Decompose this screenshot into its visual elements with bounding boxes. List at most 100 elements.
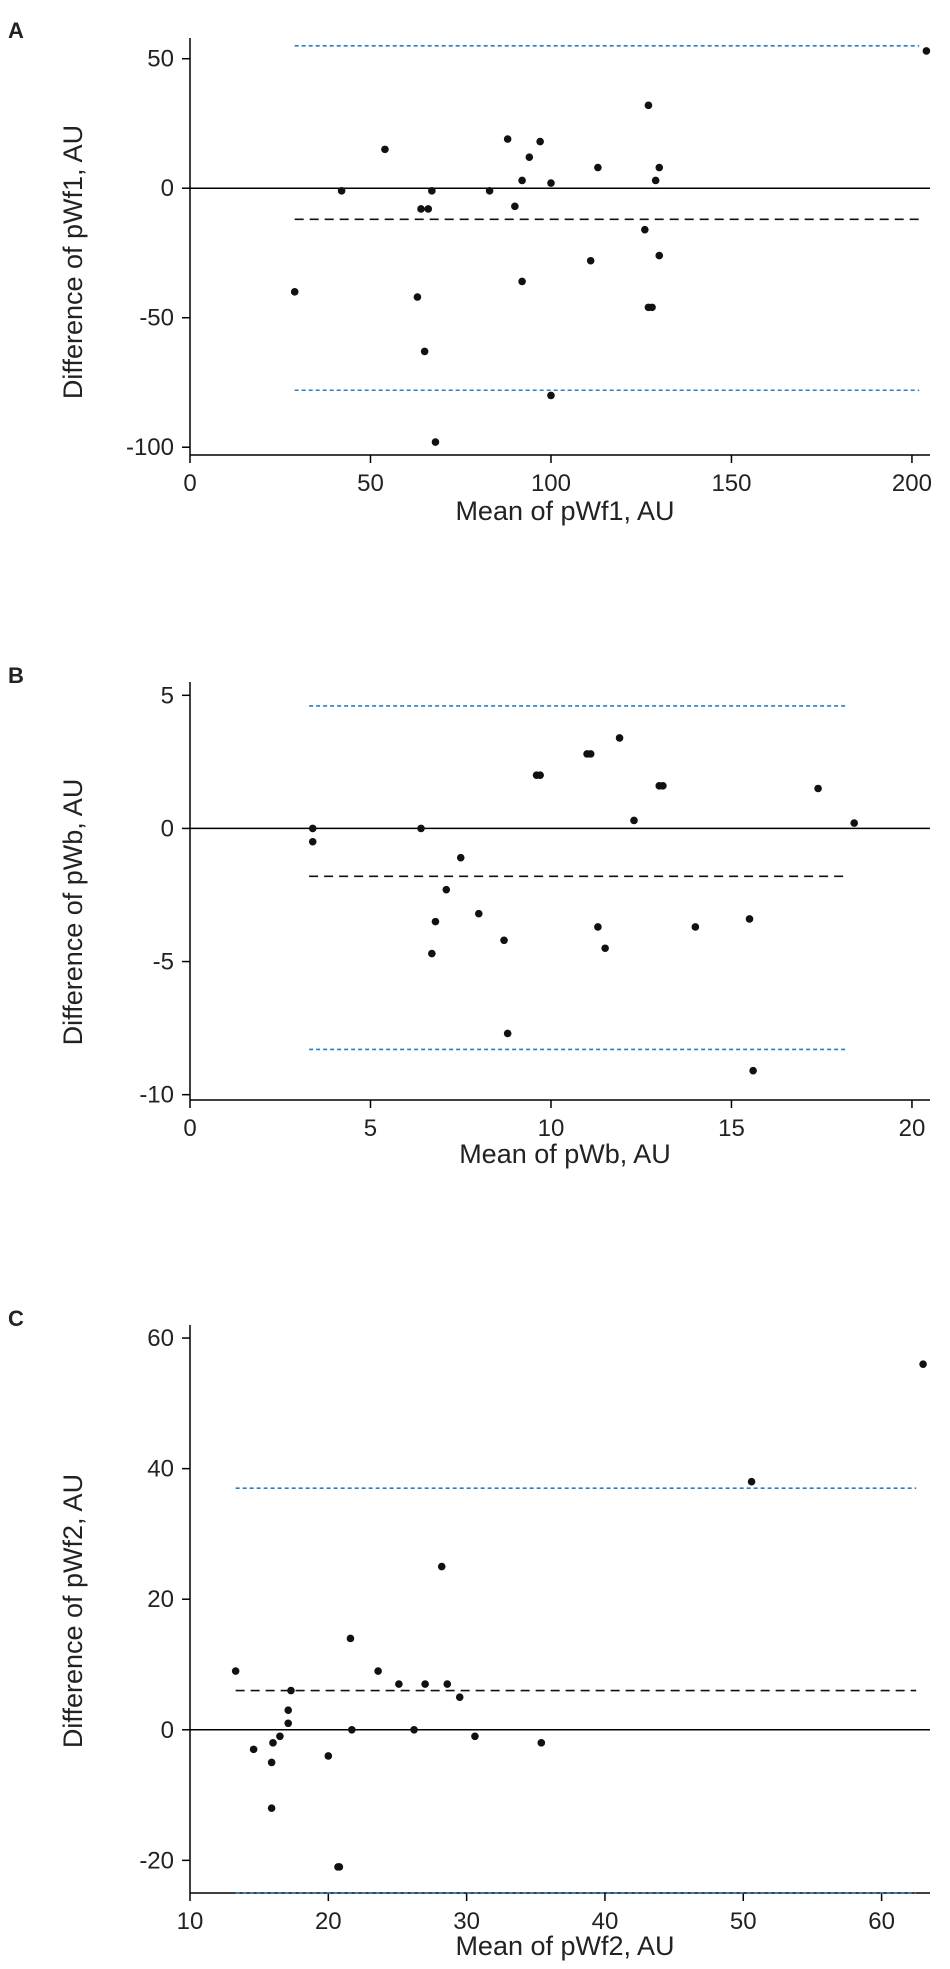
x-tick-label-b: 20	[899, 1115, 926, 1142]
y-tick-label-b: 5	[161, 682, 174, 709]
data-point-a	[381, 145, 389, 154]
data-point-c	[269, 1739, 277, 1747]
x-axis-label-b: Mean of pWb, AU	[459, 1139, 671, 1169]
x-tick-label-c: 40	[592, 1908, 619, 1935]
data-point-a	[641, 225, 649, 234]
panel-letter-c: C	[8, 1306, 24, 1331]
y-tick-label-b: -5	[153, 949, 174, 976]
data-point-a	[655, 251, 664, 260]
data-point-b	[850, 819, 858, 827]
data-point-a	[525, 153, 534, 161]
x-tick-label-b: 15	[718, 1115, 745, 1142]
data-point-c	[410, 1725, 418, 1734]
x-tick-label-b: 10	[538, 1115, 565, 1142]
x-axis-label-c: Mean of pWf2, AU	[455, 1931, 674, 1961]
data-point-a	[337, 187, 346, 195]
data-point-c	[374, 1667, 382, 1675]
data-point-a	[518, 277, 526, 286]
data-point-b	[442, 885, 451, 894]
y-tick-label-a: -100	[126, 434, 174, 461]
data-point-a	[547, 391, 555, 400]
data-point-a	[511, 202, 519, 211]
y-tick-label-a: -50	[139, 305, 174, 332]
data-point-a	[644, 101, 653, 110]
x-tick-label-c: 30	[453, 1908, 480, 1935]
data-point-a	[428, 187, 436, 195]
data-point-b	[691, 923, 700, 931]
x-tick-label-c: 50	[730, 1908, 757, 1935]
data-point-b	[814, 784, 822, 793]
y-tick-label-c: 20	[147, 1586, 174, 1613]
data-point-c	[287, 1686, 295, 1695]
panel-b: B Mean of pWb, AU Difference of pWb, AU …	[8, 663, 930, 1169]
y-axis-label-b: Difference of pWb, AU	[58, 779, 88, 1046]
y-tick-label-c: 60	[147, 1325, 174, 1352]
panel-letter-b: B	[8, 663, 24, 688]
y-tick-label-a: 50	[147, 46, 174, 73]
data-point-b	[745, 915, 754, 923]
data-point-c	[537, 1739, 546, 1747]
data-point-a	[518, 176, 526, 185]
data-point-a	[290, 288, 299, 296]
data-point-a	[424, 205, 433, 213]
data-point-b	[586, 750, 595, 758]
data-point-c	[747, 1477, 756, 1486]
y-tick-label-c: 0	[161, 1717, 174, 1744]
data-point-c	[471, 1732, 479, 1741]
data-point-c	[437, 1562, 446, 1571]
x-tick-label-c: 20	[315, 1908, 342, 1935]
data-point-a	[547, 179, 555, 187]
y-axis-label-c: Difference of pWf2, AU	[58, 1474, 88, 1748]
data-point-a	[655, 163, 664, 172]
y-axis-label-a: Difference of pWf1, AU	[58, 125, 88, 399]
data-point-b	[428, 949, 436, 958]
x-tick-label-a: 150	[711, 470, 751, 497]
data-point-b	[601, 944, 609, 953]
panel-letter-a: A	[8, 18, 24, 43]
y-tick-label-b: 0	[161, 815, 174, 842]
data-point-c	[395, 1680, 403, 1688]
data-point-a	[594, 163, 602, 172]
data-point-a	[413, 293, 422, 301]
data-point-c	[421, 1680, 429, 1688]
y-tick-label-c: 40	[147, 1456, 174, 1483]
y-tick-label-a: 0	[161, 175, 174, 202]
x-tick-label-a: 100	[531, 470, 571, 497]
data-point-b	[594, 923, 602, 931]
x-tick-label-b: 0	[183, 1115, 196, 1142]
y-tick-label-b: -10	[139, 1082, 174, 1109]
data-point-b	[474, 909, 483, 918]
data-point-c	[267, 1804, 276, 1812]
data-point-c	[346, 1634, 355, 1643]
data-point-a	[431, 438, 440, 446]
data-point-a	[420, 347, 429, 356]
data-point-b	[308, 824, 317, 833]
data-point-c	[284, 1719, 293, 1728]
data-point-c	[276, 1732, 284, 1741]
data-point-a	[651, 176, 660, 185]
data-point-c	[348, 1725, 356, 1734]
data-point-c	[284, 1706, 293, 1714]
data-point-b	[308, 837, 317, 846]
data-point-a	[417, 205, 425, 213]
y-tick-label-c: -20	[139, 1847, 174, 1874]
data-point-b	[417, 824, 425, 833]
data-point-a	[503, 135, 512, 143]
panel-c: C Mean of pWf2, AU Difference of pWf2, A…	[8, 1306, 930, 1961]
data-point-c	[249, 1745, 258, 1754]
data-point-b	[749, 1066, 757, 1075]
x-tick-label-b: 5	[364, 1115, 377, 1142]
x-tick-label-c: 10	[177, 1908, 204, 1935]
data-point-b	[536, 771, 544, 779]
data-point-b	[456, 853, 465, 862]
data-point-c	[919, 1360, 927, 1368]
data-point-c	[455, 1693, 464, 1701]
x-tick-label-a: 50	[357, 470, 384, 497]
data-point-c	[335, 1863, 344, 1871]
data-point-b	[615, 734, 624, 742]
data-point-b	[630, 816, 638, 825]
data-point-c	[267, 1758, 276, 1767]
x-tick-label-c: 60	[868, 1908, 895, 1935]
panel-a: A Mean of pWf1, AU Difference of pWf1, A…	[8, 18, 932, 526]
